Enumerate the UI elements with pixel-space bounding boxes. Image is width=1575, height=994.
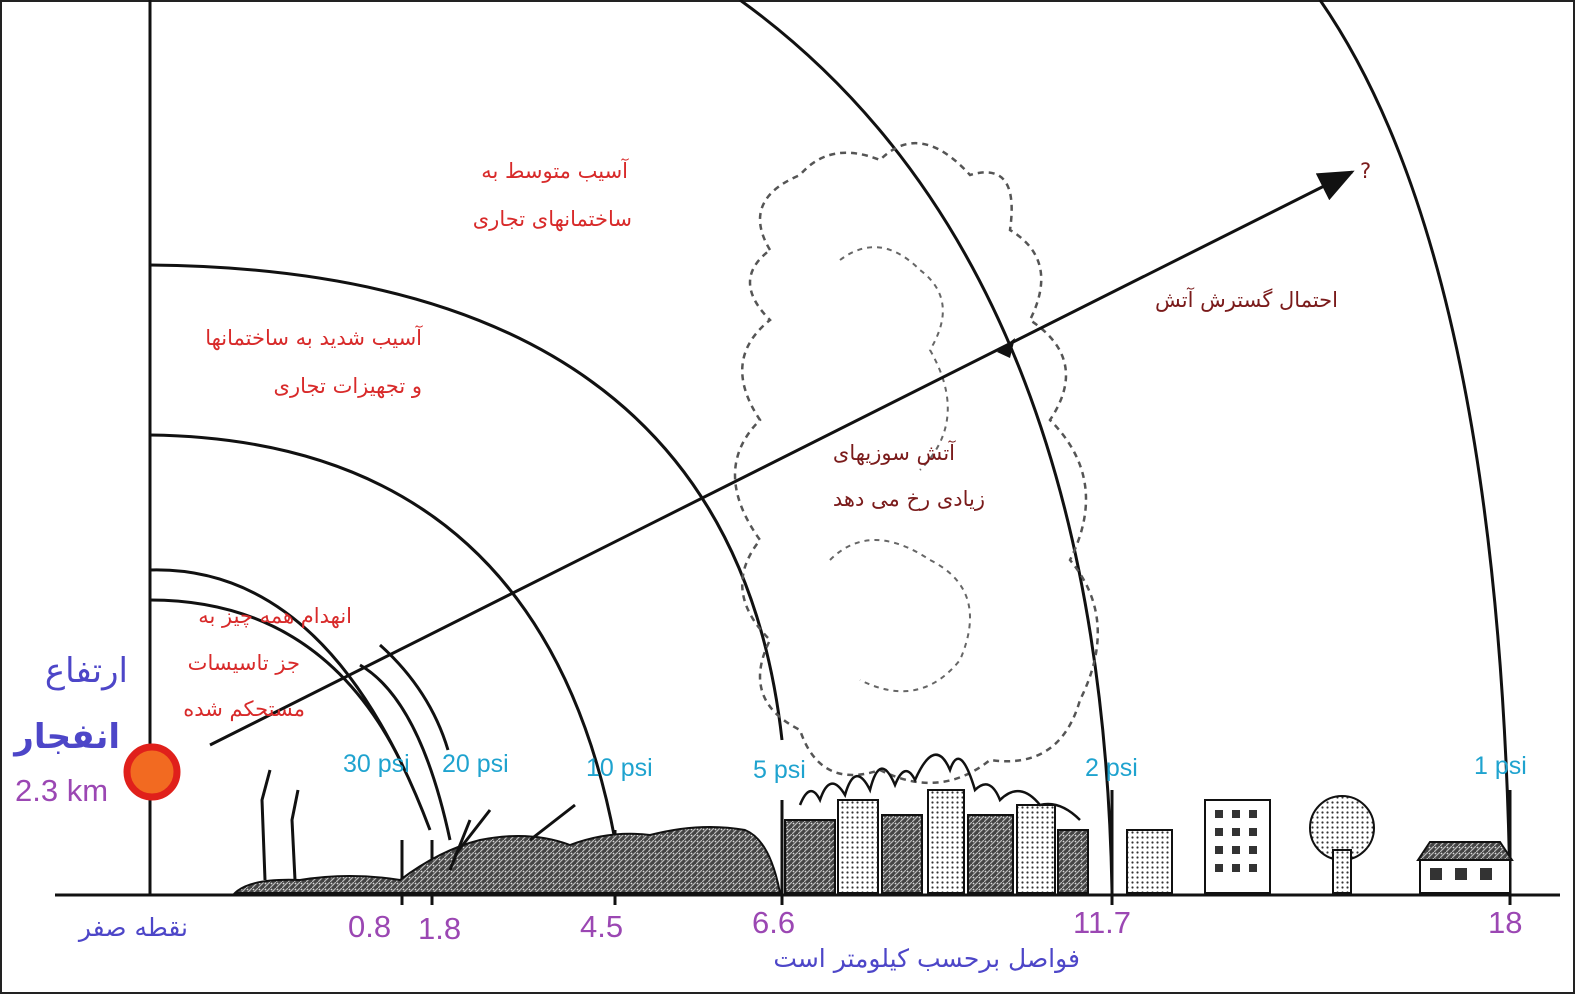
burst-point-icon bbox=[123, 743, 181, 801]
distance-label-11-7: 11.7 bbox=[1073, 905, 1131, 940]
psi-label-20: 20 psi bbox=[442, 750, 509, 778]
severe-damage-label-2: و تجهیزات تجاری bbox=[274, 374, 422, 398]
distance-label-6-6: 6.6 bbox=[752, 905, 795, 940]
fire-cloud bbox=[733, 142, 1100, 785]
psi-label-2: 2 psi bbox=[1085, 754, 1138, 782]
many-fires-label-1: آتش سوزیهای bbox=[833, 440, 956, 465]
moderate-damage-label-2: ساختمانهای تجاری bbox=[473, 207, 632, 231]
pressure-arcs bbox=[149, 0, 1512, 891]
arc-20psi bbox=[359, 663, 452, 841]
arc-20psi-b bbox=[378, 643, 450, 751]
many-fires-label-2: زیادی رخ می دهد bbox=[833, 487, 985, 511]
arc-1psi bbox=[1318, 0, 1512, 891]
destruction-label-2: جز تاسیسات bbox=[188, 651, 300, 675]
distance-label-0-8: 0.8 bbox=[348, 909, 391, 944]
arc-10psi bbox=[149, 433, 617, 841]
distance-label-1-8: 1.8 bbox=[418, 911, 461, 946]
moderate-damage-label-1: آسیب متوسط به bbox=[481, 158, 629, 183]
rubble bbox=[232, 825, 782, 894]
psi-label-30: 30 psi bbox=[343, 750, 410, 778]
destruction-label-3: مستحکم شده bbox=[183, 697, 305, 722]
arc-30psi bbox=[149, 568, 432, 831]
question-mark: ? bbox=[1360, 159, 1371, 183]
fire-cloud-inner bbox=[839, 246, 949, 471]
fire-spread-arrow bbox=[209, 170, 1355, 747]
distance-label-4-5: 4.5 bbox=[580, 909, 623, 944]
axis-caption: فواصل برحسب کیلومتر است bbox=[773, 944, 1080, 973]
bare-trees bbox=[260, 769, 576, 881]
psi-label-1: 1 psi bbox=[1474, 752, 1527, 780]
severe-damage-label-1: آسیب شدید به ساختمانها bbox=[205, 325, 423, 350]
psi-label-5: 5 psi bbox=[753, 756, 806, 784]
fire-spread-label: احتمال گسترش آتش bbox=[1155, 287, 1338, 312]
burst-height-value: 2.3 km bbox=[15, 773, 108, 808]
arc-2psi bbox=[739, 0, 1114, 891]
burst-height-label-2: انفجار bbox=[12, 717, 120, 757]
arc-30psi-inner bbox=[149, 598, 402, 761]
fire-cloud-inner-2 bbox=[829, 539, 971, 693]
destruction-label-1: انهدام همه چیز به bbox=[198, 604, 352, 628]
psi-label-10: 10 psi bbox=[586, 754, 653, 782]
distance-label-18: 18 bbox=[1488, 905, 1522, 940]
burst-height-label-1: ارتفاع bbox=[45, 651, 128, 691]
arc-5psi bbox=[149, 263, 784, 741]
arrow-mid-head bbox=[997, 338, 1015, 358]
ground-zero-label: نقطه صفر bbox=[77, 913, 188, 942]
intact-buildings bbox=[1126, 795, 1514, 894]
burning-buildings bbox=[784, 753, 1089, 894]
